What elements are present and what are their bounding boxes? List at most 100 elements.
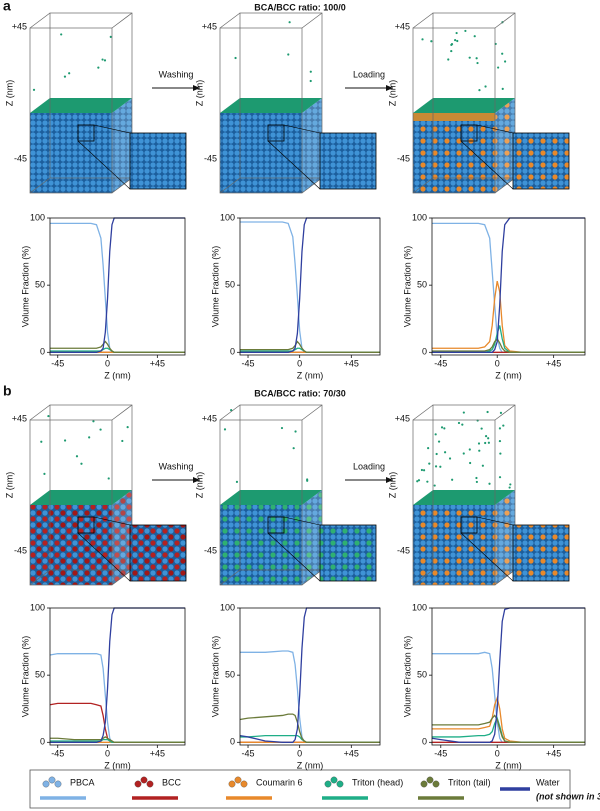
legend-icon	[240, 780, 248, 788]
y-tick-label: 50	[35, 670, 45, 680]
x-axis-label: Z (nm)	[495, 760, 522, 770]
y-tick-label: 50	[417, 670, 427, 680]
surfactant-dot	[481, 464, 484, 467]
surfactant-dot	[235, 480, 239, 484]
y-tick-label: 100	[412, 602, 427, 612]
box-back	[49, 404, 133, 571]
x-tick-label: 0	[105, 748, 110, 758]
inset-link	[460, 532, 514, 582]
panel-title: BCA/BCC ratio: 70/30	[254, 388, 346, 398]
surfactant-dot	[92, 420, 95, 423]
y-tick-label: 50	[225, 280, 235, 290]
box-edge	[219, 569, 241, 586]
legend-box	[29, 769, 571, 809]
box-z-top: +45	[395, 21, 410, 31]
surfactant-dot	[504, 60, 507, 63]
inset-zoom	[319, 132, 377, 190]
inset-zoom	[129, 524, 187, 582]
step-label: Loading	[353, 461, 385, 471]
box-model	[412, 404, 570, 586]
surfactant-dot	[230, 409, 233, 412]
box-surface	[220, 490, 322, 505]
legend-label: PBCA	[70, 777, 95, 787]
surfactant-dot	[309, 79, 312, 83]
box-edge	[111, 404, 133, 421]
surfactant-dot	[487, 437, 490, 440]
surfactant-dot	[451, 478, 454, 481]
box-edge	[301, 569, 323, 586]
legend-icon	[330, 776, 338, 784]
box-side	[112, 98, 132, 193]
box-edge	[111, 12, 133, 29]
box-edge	[29, 404, 51, 421]
surfactant-dot	[475, 57, 478, 60]
box-front-edge	[412, 27, 496, 194]
plot-frame	[431, 217, 586, 356]
y-tick-label: 0	[422, 737, 427, 747]
surfactant-dot	[287, 53, 290, 56]
surfactant-dot	[103, 59, 107, 62]
surfactant-dot	[464, 29, 467, 33]
surfactant-dot	[455, 31, 458, 35]
box-edge	[412, 12, 434, 29]
box-z-top: +45	[12, 413, 27, 423]
box-side	[302, 98, 322, 193]
box-back	[432, 404, 516, 571]
x-axis-label: Z (nm)	[104, 370, 131, 380]
surfactant-dot	[107, 477, 110, 480]
box-surface	[30, 490, 132, 505]
inset-link	[476, 516, 514, 526]
box-edge	[301, 12, 323, 29]
box-z-top: +45	[395, 413, 410, 423]
box-z-label: Z (nm)	[387, 80, 397, 107]
surfactant-dot	[468, 448, 471, 451]
box-edge	[219, 404, 241, 421]
surfactant-dot	[499, 452, 502, 455]
box-z-bottom: -45	[397, 153, 410, 163]
plot-frame	[239, 217, 381, 356]
box-edge	[111, 569, 133, 586]
series-line	[50, 736, 185, 743]
surfactant-dot	[501, 52, 504, 55]
box-front-edge	[219, 419, 303, 586]
legend-label: Triton (head)	[352, 777, 403, 787]
legend-icon	[146, 780, 154, 788]
surfactant-dot	[430, 40, 433, 43]
box-edge	[412, 404, 434, 421]
plot-frame	[49, 217, 186, 356]
surfactant-dot	[440, 426, 444, 429]
y-tick-label: 0	[230, 347, 235, 357]
panel-letter: a	[3, 0, 11, 14]
box-edge	[29, 177, 51, 194]
surfactant-dot	[447, 58, 450, 61]
step-label: Loading	[353, 69, 385, 79]
box-side	[112, 490, 132, 585]
y-tick-label: 100	[220, 602, 235, 612]
inset-zoom	[319, 524, 377, 582]
box-front-edge	[219, 27, 303, 194]
y-axis-label: Volume Fraction (%)	[20, 246, 30, 328]
inset-link	[77, 140, 131, 190]
surfactant-dot	[433, 484, 436, 487]
inset-link	[267, 532, 321, 582]
box-front	[30, 113, 112, 193]
series-line	[50, 222, 185, 353]
x-tick-label: -45	[51, 358, 64, 368]
surfactant-dot	[456, 39, 459, 43]
x-tick-label: -45	[434, 358, 447, 368]
x-tick-label: +45	[344, 748, 359, 758]
box-front-edge	[29, 419, 113, 586]
surfactant-dot	[443, 451, 447, 454]
x-tick-label: -45	[242, 358, 255, 368]
box-model	[29, 12, 187, 194]
surfactant-dot	[426, 480, 429, 483]
box-side	[495, 490, 515, 585]
inset-zoom	[129, 132, 187, 190]
x-tick-label: +45	[546, 748, 561, 758]
box-edge	[219, 177, 241, 194]
x-axis-label: Z (nm)	[297, 370, 324, 380]
surfactant-dot	[450, 49, 453, 53]
surfactant-dot	[63, 75, 67, 78]
legend-label: BCC	[162, 777, 182, 787]
y-tick-label: 100	[30, 602, 45, 612]
